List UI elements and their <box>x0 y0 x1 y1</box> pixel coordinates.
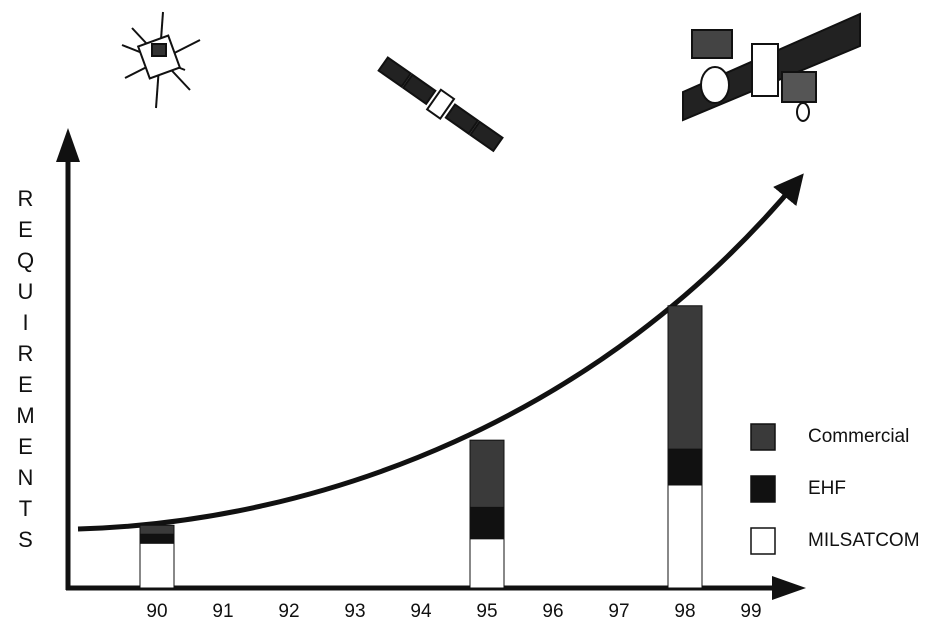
y-axis-label: REQUIREMENTS <box>13 186 38 558</box>
bar-segment <box>469 439 505 508</box>
legend-swatch <box>750 475 776 503</box>
bar-segment <box>667 484 703 589</box>
trend-arrow <box>77 173 804 532</box>
satellite-icon <box>377 56 504 153</box>
bar-segment <box>139 524 175 535</box>
x-tick-label: 95 <box>476 601 497 622</box>
x-tick-label: 96 <box>542 601 563 622</box>
bar-segment <box>469 538 505 589</box>
y-axis-arrow <box>56 128 80 162</box>
x-tick-label: 91 <box>212 601 233 622</box>
legend-swatch <box>750 423 776 451</box>
satellite-icon <box>121 11 201 109</box>
x-tick-label: 93 <box>344 601 365 622</box>
x-tick-label: 94 <box>410 601 432 622</box>
satellite-icon <box>682 12 861 122</box>
bar-segment <box>139 533 175 544</box>
legend-label: EHF <box>808 478 846 499</box>
x-axis-arrow <box>772 576 806 600</box>
bar-segment <box>667 448 703 486</box>
legend-label: Commercial <box>808 426 909 447</box>
legend-label: MILSATCOM <box>808 530 920 551</box>
bar-segment <box>469 506 505 540</box>
x-tick-label: 90 <box>146 601 167 622</box>
legend-swatch <box>750 527 776 555</box>
x-tick-label: 92 <box>278 601 299 622</box>
x-tick-label: 99 <box>740 601 761 622</box>
x-tick-label: 97 <box>608 601 629 622</box>
bar-segment <box>139 542 175 589</box>
x-tick-label: 98 <box>674 601 695 622</box>
bar-segment <box>667 305 703 450</box>
